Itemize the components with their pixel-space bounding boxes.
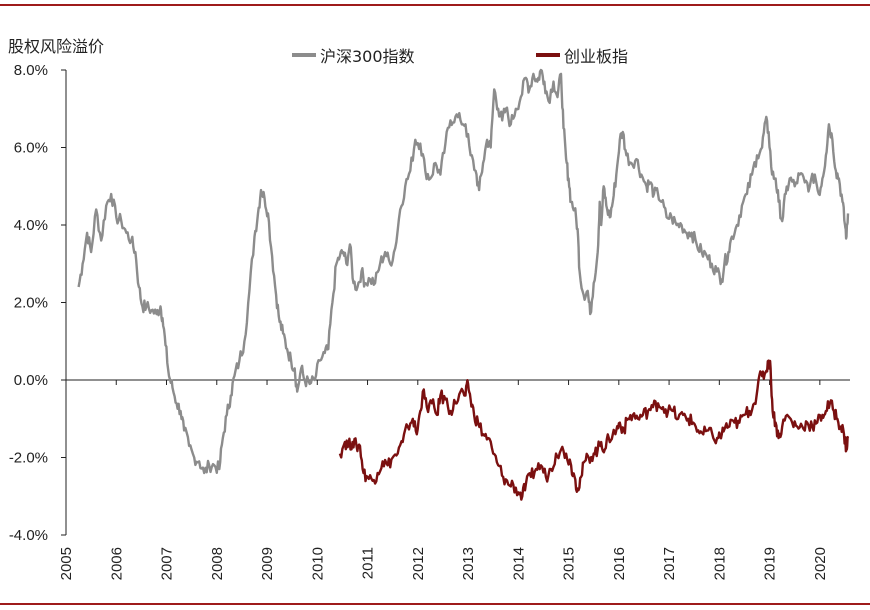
x-tick-label: 2017 — [661, 547, 678, 580]
axes-group: 8.0% 6.0% 4.0% 2.0% 0.0% -2.0% -4.0% 2005 2006 20… — [9, 62, 850, 580]
x-tick-label: 2020 — [812, 547, 829, 580]
x-tick-label: 2016 — [611, 547, 628, 580]
x-tick-label: 2008 — [209, 547, 226, 580]
legend-swatch-hs300 — [292, 53, 316, 57]
x-tick-label: 2012 — [410, 547, 427, 580]
y-axis-title: 股权风险溢价 — [8, 37, 105, 56]
x-tick-label: 2006 — [108, 547, 125, 580]
y-tick-label: 0.0% — [14, 372, 48, 389]
legend-label-hs300: 沪深300指数 — [320, 47, 415, 66]
series-line-chinext — [338, 359, 850, 501]
x-tick-label: 2009 — [259, 547, 276, 580]
legend-item-hs300: 沪深300指数 — [292, 43, 415, 67]
legend-label-chinext: 创业板指 — [564, 47, 629, 66]
series-line-hs300 — [77, 68, 850, 475]
x-tick-label: 2005 — [58, 547, 75, 580]
y-tick-label: -2.0% — [9, 450, 48, 467]
x-tick-label: 2007 — [159, 547, 176, 580]
x-tick-label: 2018 — [711, 547, 728, 580]
y-tick-label: -4.0% — [9, 527, 48, 544]
x-tick-label: 2019 — [762, 547, 779, 580]
x-tick-label: 2011 — [360, 547, 377, 579]
x-tick-label: 2010 — [309, 547, 326, 580]
top-border-line — [0, 4, 870, 6]
y-tick-label: 8.0% — [14, 62, 48, 79]
bottom-border-line — [0, 603, 870, 605]
y-tick-label: 6.0% — [14, 140, 48, 157]
series-group — [77, 68, 850, 501]
y-tick-label: 4.0% — [14, 217, 48, 234]
x-tick-label: 2014 — [510, 547, 527, 580]
legend-item-chinext: 创业板指 — [536, 43, 628, 67]
legend-swatch-chinext — [536, 53, 560, 57]
y-tick-label: 2.0% — [14, 295, 48, 312]
x-tick-label: 2013 — [460, 547, 477, 580]
x-tick-label: 2015 — [561, 547, 578, 580]
